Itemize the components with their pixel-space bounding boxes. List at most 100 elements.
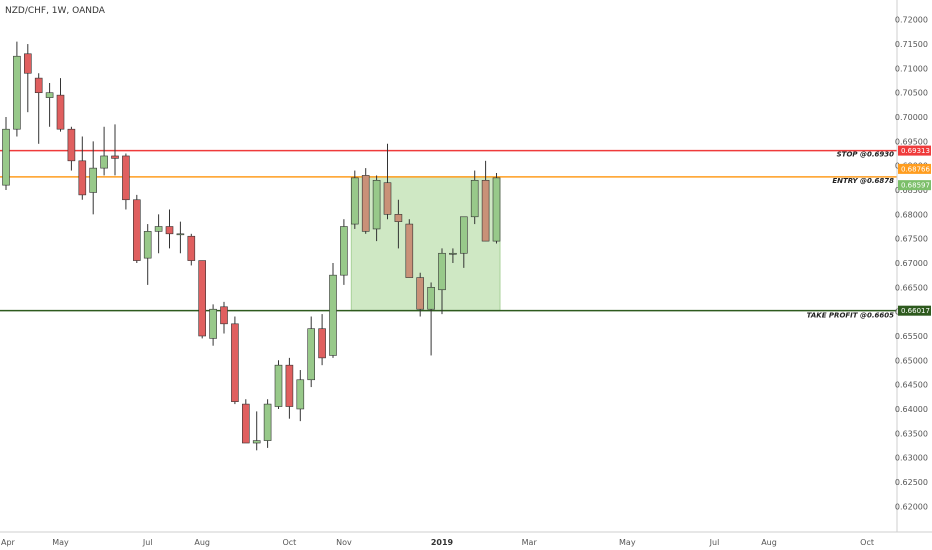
candle bbox=[340, 219, 348, 285]
candle-body bbox=[67, 128, 76, 162]
candle bbox=[100, 126, 108, 176]
y-tick-label: 0.66500 bbox=[895, 283, 928, 292]
candle bbox=[45, 82, 54, 127]
candle bbox=[34, 73, 43, 144]
candle bbox=[296, 370, 305, 422]
candle-body bbox=[143, 231, 152, 259]
candle bbox=[89, 141, 97, 215]
candle-body bbox=[329, 274, 337, 356]
candle-body bbox=[56, 94, 65, 130]
candle bbox=[78, 136, 87, 200]
take-profit-price-badge-text: 0.66017 bbox=[901, 307, 930, 315]
y-tick-label: 0.70500 bbox=[895, 89, 928, 98]
y-tick-label: 0.71500 bbox=[895, 40, 928, 49]
take-profit-label: TAKE PROFIT @0.6605 bbox=[807, 312, 895, 320]
candle bbox=[329, 263, 337, 358]
candle bbox=[383, 143, 392, 220]
candle-body bbox=[416, 277, 425, 310]
candle bbox=[231, 316, 239, 405]
x-tick-label: Oct bbox=[282, 538, 296, 547]
candle bbox=[416, 272, 425, 317]
x-tick-label: Mar bbox=[522, 538, 538, 547]
candle bbox=[143, 224, 152, 285]
candle bbox=[263, 399, 272, 448]
candle bbox=[394, 199, 403, 249]
candle bbox=[220, 301, 228, 334]
x-tick-label: May bbox=[52, 538, 69, 547]
y-tick-label: 0.68500 bbox=[895, 186, 928, 195]
x-tick-label: Aug bbox=[194, 538, 210, 547]
x-tick-label: 2019 bbox=[431, 538, 454, 547]
x-tick-label: Jul bbox=[142, 538, 153, 547]
stop-price-badge bbox=[898, 145, 931, 156]
candle-body bbox=[274, 364, 283, 407]
chart-title: NZD/CHF, 1W, OANDA bbox=[5, 6, 106, 16]
y-tick-label: 0.68000 bbox=[895, 210, 928, 219]
candle-body bbox=[242, 403, 250, 444]
candle bbox=[242, 399, 250, 444]
candle-body bbox=[449, 252, 457, 255]
candle-body bbox=[372, 179, 381, 230]
y-tick-label: 0.69500 bbox=[895, 137, 928, 146]
candle bbox=[350, 170, 359, 229]
candle-body bbox=[470, 179, 479, 218]
y-tick-label: 0.65000 bbox=[895, 356, 928, 365]
candle-body bbox=[361, 175, 370, 232]
candle-body bbox=[459, 216, 468, 254]
entry-label: ENTRY @0.6878 bbox=[832, 177, 894, 185]
entry-price-badge-text: 0.68766 bbox=[901, 165, 930, 173]
candle-body bbox=[111, 155, 119, 159]
y-tick-label: 0.71000 bbox=[895, 64, 928, 73]
candle bbox=[285, 357, 294, 419]
candle-body bbox=[165, 226, 174, 235]
candle bbox=[198, 260, 206, 339]
y-tick-label: 0.64000 bbox=[895, 405, 928, 414]
candle-body bbox=[492, 177, 501, 242]
candle bbox=[187, 233, 196, 266]
candle-body bbox=[307, 328, 316, 381]
y-tick-label: 0.67500 bbox=[895, 235, 928, 244]
candle-body bbox=[34, 77, 43, 94]
candle-body bbox=[318, 328, 326, 359]
candle bbox=[470, 170, 479, 225]
candle bbox=[274, 360, 283, 409]
candle bbox=[23, 44, 32, 113]
candle bbox=[165, 209, 174, 249]
x-tick-label: May bbox=[619, 538, 636, 547]
x-tick-label: Oct bbox=[860, 538, 874, 547]
take-profit-price-badge bbox=[898, 305, 931, 316]
candle bbox=[133, 194, 141, 263]
candle bbox=[427, 282, 435, 356]
candle-body bbox=[154, 226, 163, 232]
candle-body bbox=[350, 177, 359, 225]
candle-body bbox=[23, 53, 32, 74]
x-tick-label: Apr bbox=[1, 538, 16, 547]
candle-body bbox=[78, 160, 87, 196]
last-price-price-badge-text: 0.68597 bbox=[901, 182, 930, 190]
candle-body bbox=[231, 323, 239, 402]
candle-body bbox=[100, 155, 108, 169]
price-axis-background bbox=[897, 0, 932, 532]
candle bbox=[405, 219, 414, 278]
y-tick-label: 0.63000 bbox=[895, 454, 928, 463]
candle-body bbox=[405, 223, 414, 278]
candle bbox=[13, 41, 21, 137]
candle bbox=[56, 78, 65, 132]
x-tick-label: Aug bbox=[761, 538, 777, 547]
candle bbox=[492, 172, 501, 244]
last-price-price-badge bbox=[898, 180, 931, 191]
stop-price-badge-text: 0.69313 bbox=[901, 147, 930, 155]
candle-body bbox=[220, 306, 228, 325]
candle-body bbox=[89, 167, 97, 193]
candle bbox=[2, 117, 10, 191]
candle bbox=[318, 314, 326, 366]
candle-body bbox=[383, 182, 392, 215]
y-tick-label: 0.65500 bbox=[895, 332, 928, 341]
candle-body bbox=[285, 364, 294, 407]
candle-body bbox=[122, 155, 130, 201]
candle-body bbox=[340, 226, 348, 276]
candle-body bbox=[481, 179, 490, 242]
y-tick-label: 0.62500 bbox=[895, 478, 928, 487]
candle-body bbox=[176, 233, 185, 236]
